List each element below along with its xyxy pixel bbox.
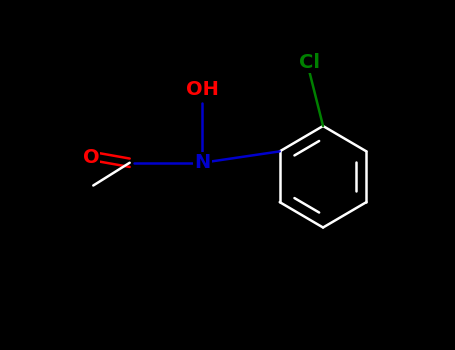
Text: N: N	[194, 153, 211, 172]
Text: Cl: Cl	[299, 54, 320, 72]
Text: OH: OH	[186, 80, 219, 99]
Text: O: O	[83, 148, 99, 167]
